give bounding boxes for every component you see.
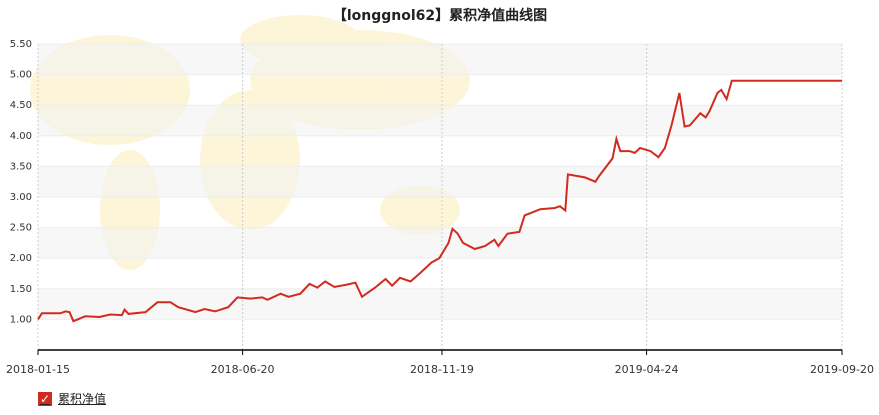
y-tick-label: 1.50 [10,284,32,295]
y-tick-label: 5.00 [10,70,32,81]
x-tick-label: 2018-01-15 [6,363,70,376]
y-tick-label: 2.00 [10,253,32,264]
chart-title: 【longgnol62】累积净值曲线图 [333,7,547,24]
y-tick-label: 5.50 [10,39,32,50]
x-tick-label: 2018-06-20 [211,363,275,376]
x-tick-label: 2019-09-20 [810,363,874,376]
legend-checkbox[interactable]: ✓ [38,391,52,406]
data-line [37,79,842,323]
y-tick-label: 4.50 [10,100,32,111]
y-tick-label: 3.50 [10,161,32,172]
grid-band [38,288,842,320]
x-tick-label: 2019-04-24 [615,363,679,376]
y-tick-label: 2.50 [10,223,32,234]
y-tick-label: 1.00 [10,314,32,325]
legend-item[interactable]: ✓ 累积净值 [38,390,106,407]
x-tick-label: 2018-11-19 [410,363,474,376]
y-tick-label: 4.00 [10,131,32,142]
y-tick-label: 3.00 [10,192,32,203]
page: {"chart_data": {"type": "line", "title":… [6,7,874,406]
legend-label[interactable]: 累积净值 [58,392,107,406]
grid-band [38,44,842,75]
grid-band [38,105,842,136]
grid-band [38,166,842,197]
chart: 【longgnol62】累积净值曲线图 1.00 1.50 2.00 2.50 3.00… [6,7,874,376]
grid-band [38,227,842,259]
